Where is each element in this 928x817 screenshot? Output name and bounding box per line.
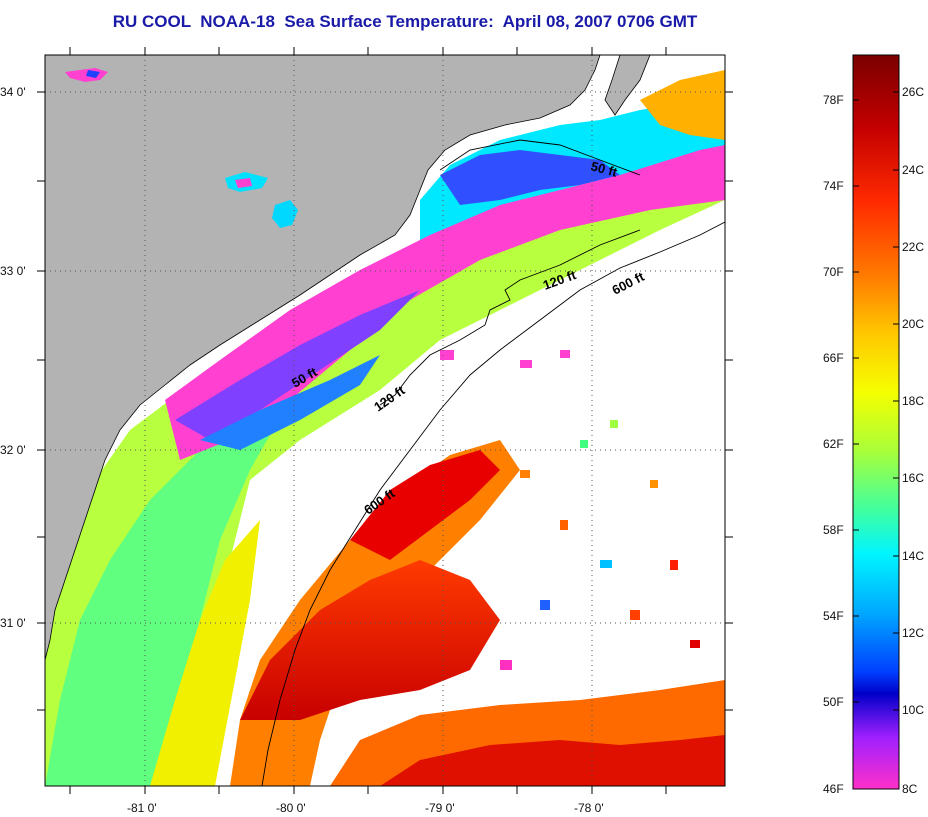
longitude-labels: -81 0' -80 0' -79 0' -78 0' (127, 801, 604, 815)
sst-gulfstream-red (240, 560, 500, 720)
graticule (45, 55, 725, 786)
colorbar-f-labels: 78F 74F 70F 66F 62F 58F 54F 50F 46F (823, 93, 844, 796)
cbar-f-54: 54F (823, 609, 844, 623)
lon-label-81: -81 0' (127, 801, 157, 815)
sst-magenta-band (165, 145, 725, 460)
isobaths (261, 139, 725, 786)
cbar-f-58: 58F (823, 523, 844, 537)
map-frame (44, 54, 726, 787)
sst-gulfstream-red-north (350, 450, 500, 560)
cbar-c-22: 22C (902, 240, 924, 254)
chart-title: RU COOL NOAA-18 Sea Surface Temperature:… (112, 12, 698, 31)
colorbar-c-labels: 26C 24C 22C 20C 18C 16C 14C 12C 10C 8C (902, 85, 924, 796)
cbar-c-8: 8C (902, 782, 918, 796)
latitude-labels: 34 0' 33 0' 32 0' 31 0' (0, 85, 26, 630)
offshore-speckle (440, 350, 700, 670)
cbar-f-78: 78F (823, 93, 844, 107)
cbar-c-18: 18C (902, 394, 924, 408)
lat-label-31: 31 0' (0, 616, 26, 630)
cbar-c-14: 14C (902, 549, 924, 563)
sst-yellow (150, 520, 260, 786)
lat-label-32: 32 0' (0, 443, 26, 457)
sst-offshore-red-south (380, 735, 725, 786)
sst-blue-mix (200, 355, 380, 450)
lon-label-79: -79 0' (425, 801, 455, 815)
colorbar-scale (852, 54, 900, 790)
cbar-f-46: 46F (823, 782, 844, 796)
colorbar-f-ticks (853, 99, 859, 703)
isobath-600ft (261, 221, 725, 786)
cbar-c-10: 10C (902, 703, 924, 717)
cbar-c-12: 12C (902, 626, 924, 640)
sst-field (45, 55, 725, 786)
lat-label-34: 34 0' (0, 85, 26, 99)
sst-blue-patches (440, 150, 620, 205)
lon-label-80: -80 0' (276, 801, 306, 815)
cbar-f-66: 66F (823, 351, 844, 365)
inland-lakes (65, 68, 298, 228)
tick-marks (37, 47, 733, 794)
sst-cool-green (45, 400, 290, 786)
cbar-f-50: 50F (823, 695, 844, 709)
cbar-f-70: 70F (823, 265, 844, 279)
contour-label-50ft-north: 50 ft (589, 158, 619, 180)
land-northeast (604, 55, 651, 116)
cbar-c-26: 26C (902, 85, 924, 99)
colorbar-c-ticks (893, 91, 899, 711)
cbar-f-74: 74F (823, 179, 844, 193)
cbar-c-16: 16C (902, 471, 924, 485)
lon-label-78: -78 0' (574, 801, 604, 815)
cbar-c-24: 24C (902, 163, 924, 177)
isobath-50ft (439, 139, 641, 176)
cbar-f-62: 62F (823, 437, 844, 451)
isobath-120ft (379, 229, 641, 406)
sst-purple-mix (175, 290, 420, 440)
cbar-c-20: 20C (902, 317, 924, 331)
lat-label-33: 33 0' (0, 264, 26, 278)
land-mass (45, 55, 601, 661)
sst-warm-northeast (640, 70, 725, 140)
